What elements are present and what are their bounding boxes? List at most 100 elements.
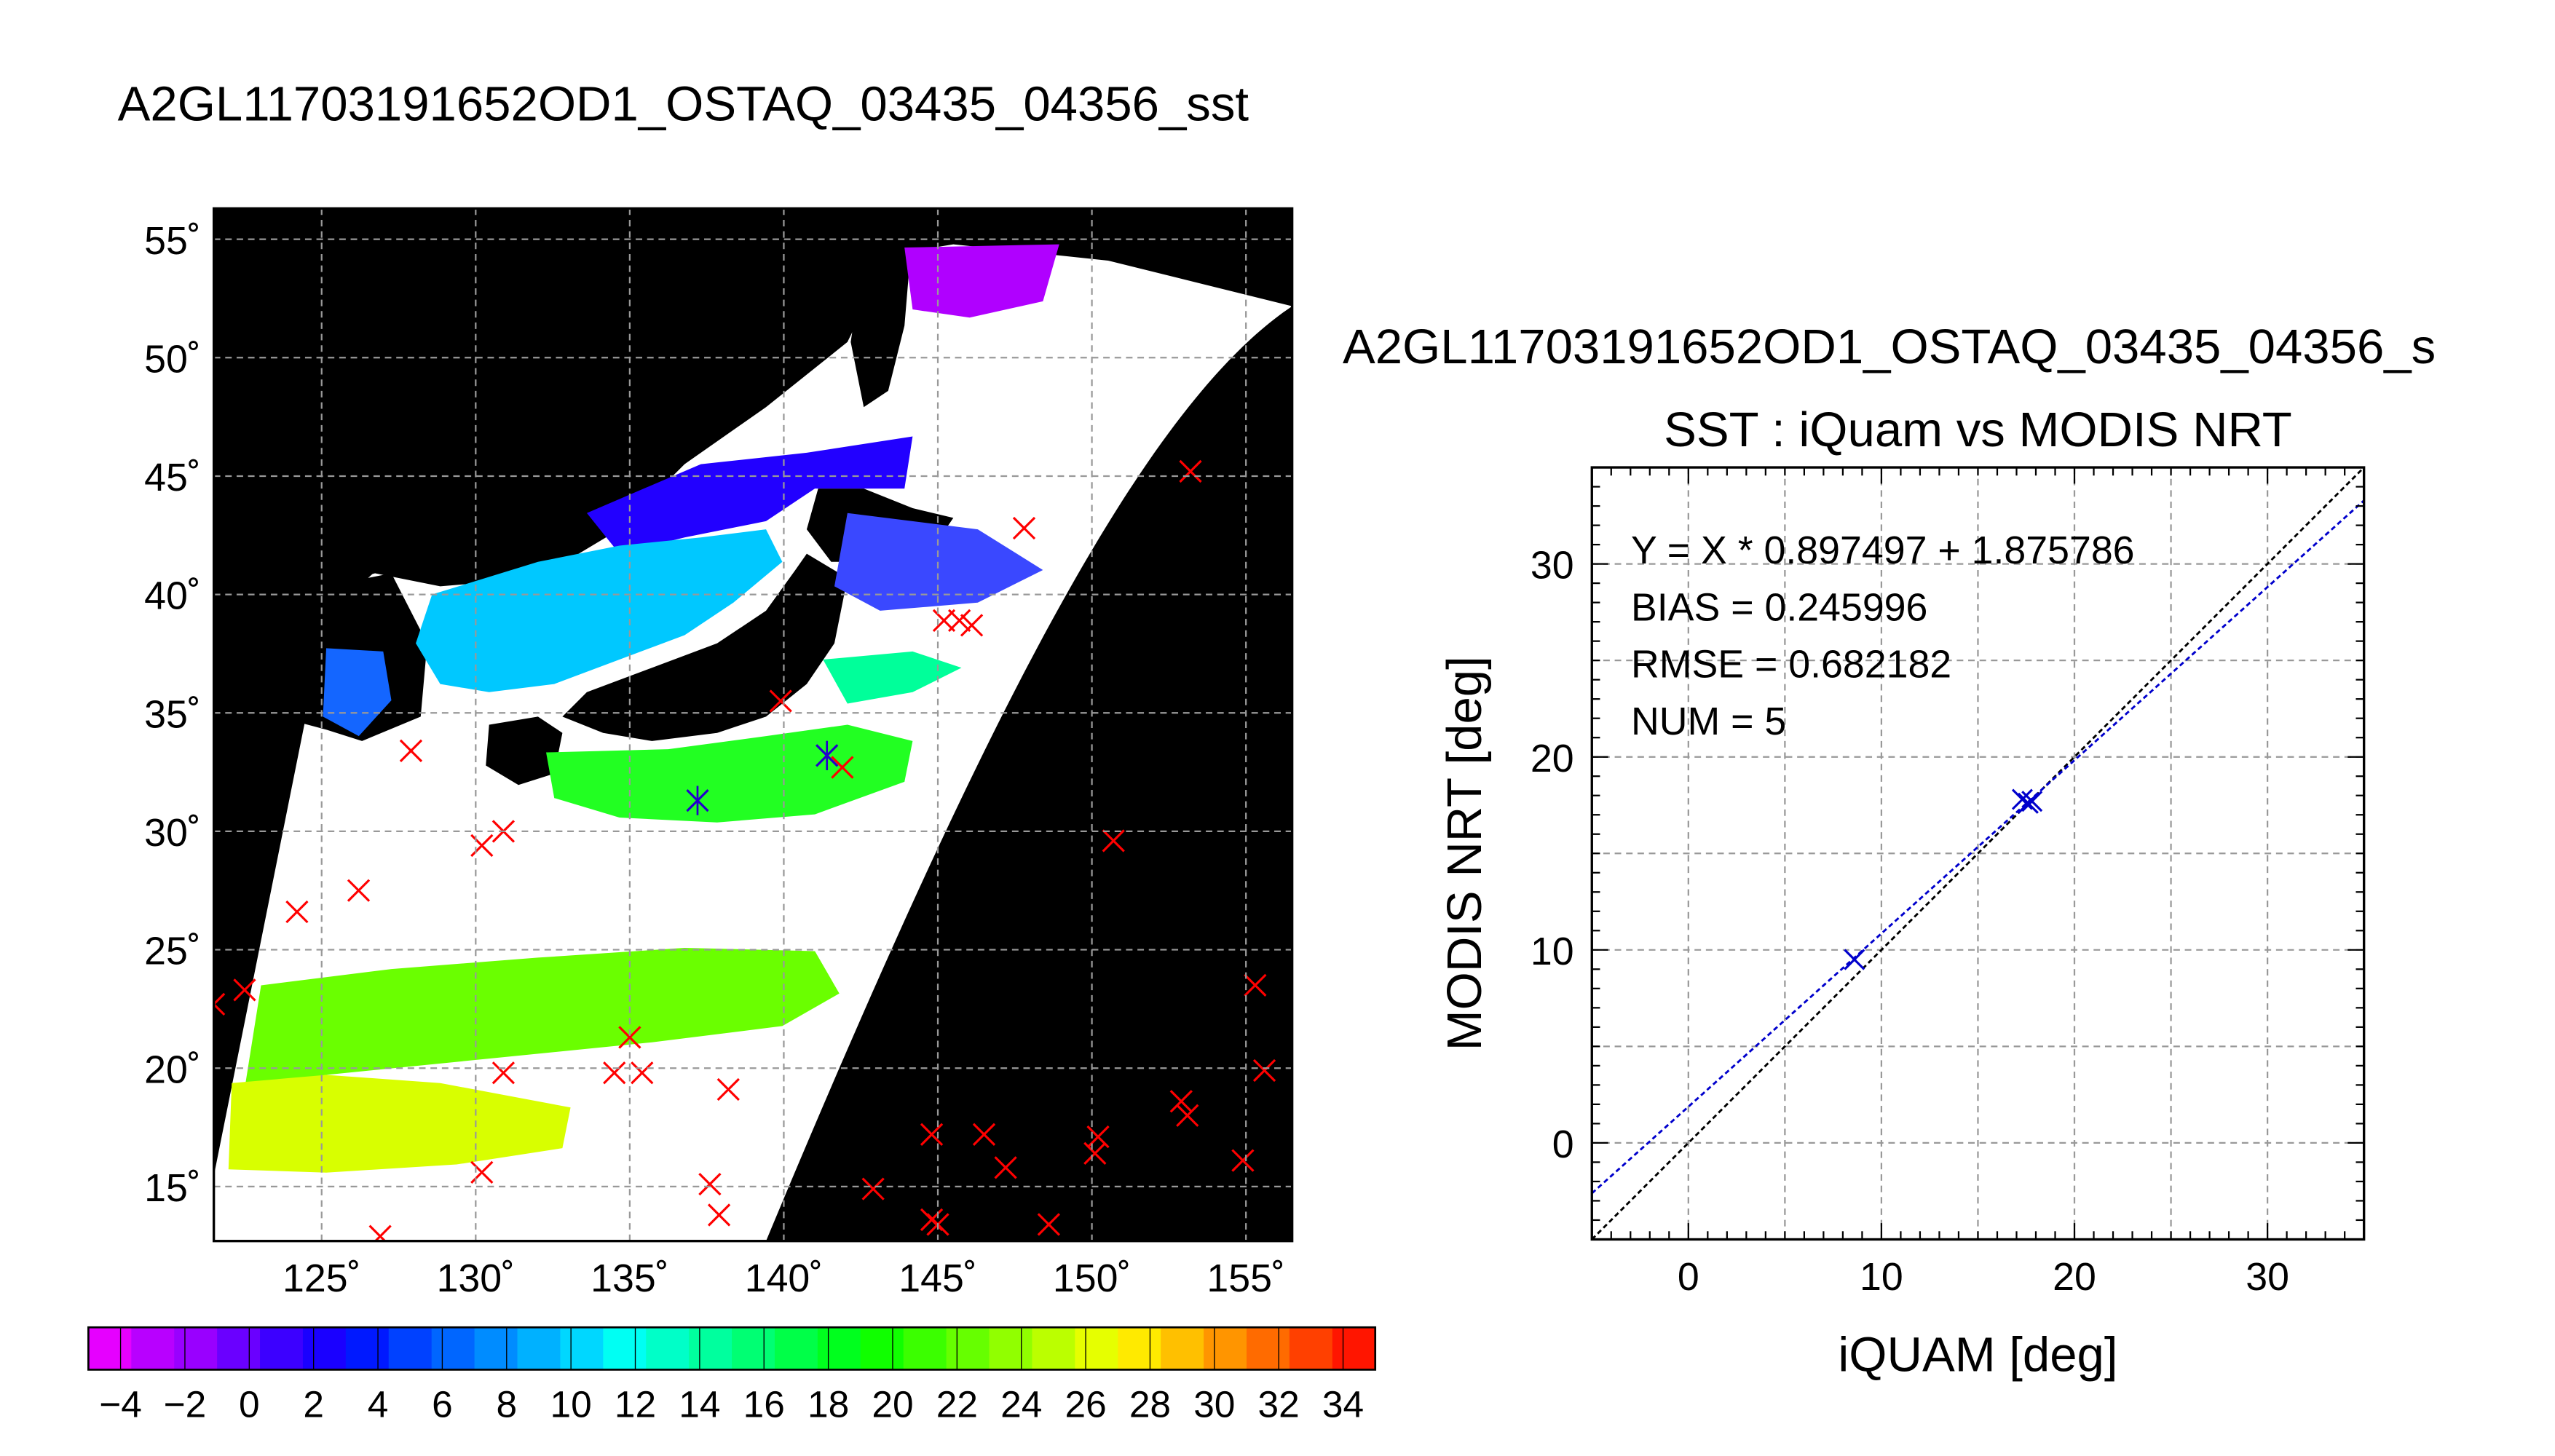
colorbar-tick-label: 26: [1065, 1382, 1106, 1425]
map-marker-unmatched: [631, 1061, 654, 1085]
map-marker-unmatched: [769, 689, 792, 713]
colorbar-tick-label: 22: [936, 1382, 978, 1425]
colorbar-tick-label: 14: [679, 1382, 720, 1425]
map-marker-unmatched: [233, 978, 256, 1002]
colorbar-cell: [1118, 1327, 1162, 1370]
scatter-point: [2021, 791, 2043, 812]
sst-japan-sea-south: [416, 529, 783, 692]
scatter-title: SST : iQuam vs MODIS NRT: [1664, 403, 2292, 457]
main-title: A2GL11703191652OD1_OSTAQ_03435_04356_sst: [118, 77, 1249, 132]
colorbar-cell: [1246, 1327, 1291, 1370]
scatter-x-label: iQUAM [deg]: [1838, 1328, 2117, 1382]
map-marker-unmatched: [698, 1172, 722, 1196]
map-panel: 125˚ 130˚ 135˚ 140˚ 145˚ 150˚ 155˚ 15˚ 20˚ 25˚ 30…: [144, 207, 1294, 1300]
sst-kuroshio: [823, 651, 962, 704]
map-y-tick-label: 40˚: [144, 574, 201, 618]
colorbar-cell: [689, 1327, 733, 1370]
map-marker-unmatched: [831, 756, 854, 779]
scatter-points: [1844, 788, 2043, 970]
colorbar-cell: [560, 1327, 604, 1370]
map-marker-unmatched: [1179, 459, 1202, 483]
colorbar-cell: [860, 1327, 904, 1370]
scatter-point: [2017, 792, 2039, 814]
map-y-tick-label: 15˚: [144, 1166, 201, 1210]
map-y-tick-label: 55˚: [144, 219, 201, 263]
colorbar-cell: [131, 1327, 175, 1370]
scatter-suptitle: A2GL11703191652OD1_OSTAQ_03435_04356_s: [1343, 320, 2436, 374]
colorbar-cell: [260, 1327, 304, 1370]
scatter-y-tick-labels: 0 10 20 30: [1531, 544, 1574, 1166]
map-marker-unmatched: [1252, 1059, 1276, 1083]
sst-subtropic-north: [245, 948, 840, 1088]
map-x-tick-label: 150˚: [1053, 1257, 1131, 1300]
map-marker-unmatched: [603, 1061, 626, 1085]
colorbar-cell: [345, 1327, 390, 1370]
sst-sanriku: [834, 513, 1043, 611]
colorbar-cell: [989, 1327, 1033, 1370]
colorbar-tick-label: 16: [743, 1382, 785, 1425]
colorbar-tick-label: −4: [99, 1382, 142, 1425]
sst-yellow-sea: [323, 648, 392, 737]
scatter-y-tick-label: 20: [1531, 737, 1574, 780]
scatter-point: [1844, 949, 1865, 970]
colorbar-cell: [1032, 1327, 1076, 1370]
colorbar-tick-label: 4: [368, 1382, 389, 1425]
colorbar-cells: [88, 1327, 1376, 1370]
map-y-tick-label: 45˚: [144, 456, 201, 499]
colorbar-tick-label: 12: [615, 1382, 656, 1425]
map-marker-unmatched: [960, 614, 984, 637]
map-y-tick-label: 35˚: [144, 692, 201, 736]
identity-line: [1592, 467, 2364, 1240]
map-y-tick-label: 25˚: [144, 930, 201, 973]
scatter-y-label: MODIS NRT [deg]: [1437, 656, 1492, 1051]
stats-rmse: RMSE = 0.682182: [1631, 643, 1951, 687]
stats-bias: BIAS = 0.245996: [1631, 585, 1927, 629]
scatter-x-tick-label: 30: [2246, 1255, 2289, 1299]
map-x-tick-label: 140˚: [745, 1257, 823, 1300]
colorbar-cell: [1075, 1327, 1119, 1370]
map-marker-unmatched: [470, 1160, 494, 1184]
scatter-x-tick-label: 10: [1860, 1255, 1903, 1299]
scatter-y-tick-label: 10: [1531, 930, 1574, 973]
map-marker-unmatched: [491, 1061, 516, 1085]
scatter-x-tick-label: 0: [1678, 1255, 1699, 1299]
map-marker-unmatched: [1169, 1090, 1193, 1113]
map-y-tick-label: 30˚: [144, 811, 201, 855]
scatter-x-tick-label: 20: [2053, 1255, 2096, 1299]
colorbar-tick-label: 34: [1322, 1382, 1364, 1425]
colorbar-cell: [517, 1327, 561, 1370]
map-marker-unmatched: [1176, 1104, 1199, 1127]
colorbar-cell: [88, 1327, 133, 1370]
scatter-grid: [1592, 467, 2364, 1240]
map-x-tick-label: 135˚: [591, 1257, 668, 1300]
colorbar-tick-label: 28: [1129, 1382, 1171, 1425]
colorbar-cell: [1332, 1327, 1376, 1370]
map-y-tick-label: 20˚: [144, 1048, 201, 1091]
regression-line: [1592, 499, 2364, 1195]
map-marker-unmatched: [285, 900, 309, 924]
map-marker-unmatched: [1102, 829, 1125, 852]
map-grid: [213, 208, 1292, 1241]
map-x-tick-label: 130˚: [437, 1257, 515, 1300]
colorbar-tick-label: 30: [1193, 1382, 1235, 1425]
map-marker-unmatched: [347, 879, 371, 902]
land-kyushu: [486, 716, 563, 786]
map-frame: [212, 207, 1294, 1243]
stats-box: Y = X * 0.897497 + 1.875786 BIAS = 0.245…: [1631, 529, 2135, 743]
colorbar: −4 −2 0 2 4 6 8 10 12 14 16 18 20 22 24 26 28 30 32 34: [87, 1326, 1377, 1425]
map-x-tick-label: 125˚: [283, 1257, 360, 1300]
colorbar-cell: [732, 1327, 776, 1370]
colorbar-tick-label: 6: [432, 1382, 453, 1425]
colorbar-cell: [302, 1327, 347, 1370]
colorbar-tick-label: 24: [1000, 1382, 1042, 1425]
land-honshu: [562, 553, 848, 741]
colorbar-cell: [817, 1327, 861, 1370]
map-marker-matched: [686, 786, 709, 815]
map-marker-unmatched: [994, 1156, 1017, 1179]
map-marker-unmatched: [861, 1177, 885, 1200]
stats-fit-equation: Y = X * 0.897497 + 1.875786: [1631, 529, 2135, 572]
colorbar-cell: [774, 1327, 819, 1370]
colorbar-tick-label: 2: [303, 1382, 324, 1425]
scatter-y-tick-label: 0: [1552, 1123, 1574, 1166]
